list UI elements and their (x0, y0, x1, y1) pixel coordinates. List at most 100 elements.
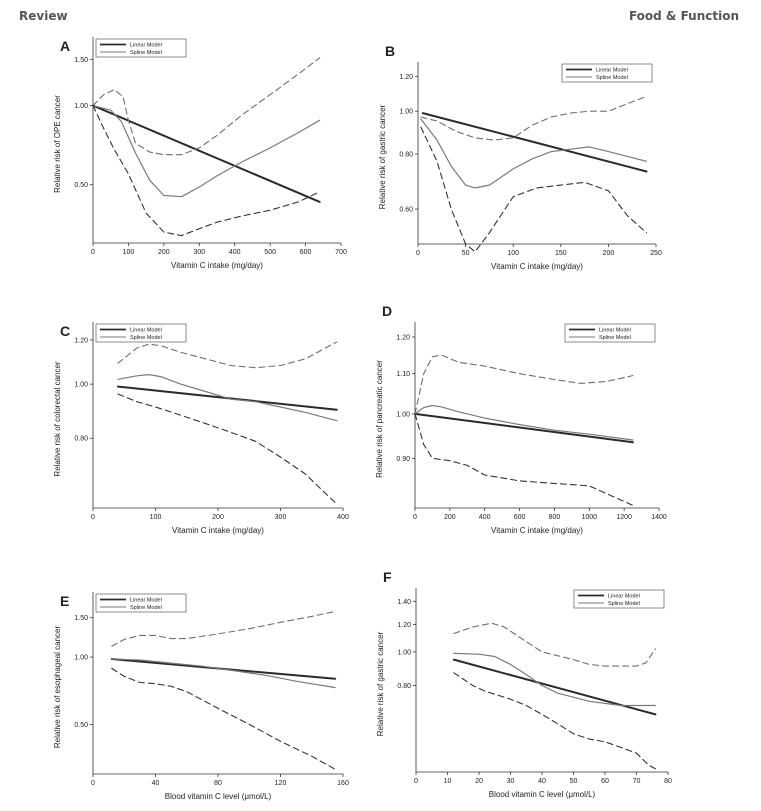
upper-ci-dashed-line (117, 341, 338, 369)
legend-label-spline: Spline Model (130, 50, 162, 56)
x-tick-label: 100 (507, 250, 519, 257)
y-axis-title: Relative risk of esophageal cancer (53, 626, 62, 749)
x-tick-label: 160 (337, 780, 349, 787)
x-tick-label: 20 (475, 778, 483, 785)
x-tick-label: 200 (158, 249, 170, 256)
legend-label-linear: Linear Model (599, 328, 631, 334)
panel-letter: A (60, 38, 70, 54)
x-tick-label: 150 (555, 250, 567, 257)
legend-label-spline: Spline Model (130, 605, 162, 611)
x-tick-label: 400 (229, 249, 241, 256)
panel-letter: D (382, 303, 392, 319)
x-tick-label: 0 (414, 778, 418, 785)
spline-model-line (92, 105, 321, 198)
y-axis-title: Relative risk of gastric cancer (378, 104, 387, 209)
x-axis-title: Vitamin C intake (mg/day) (491, 526, 583, 535)
x-tick-label: 50 (462, 250, 470, 257)
x-tick-label: 500 (264, 249, 276, 256)
spline-model-line (420, 118, 648, 189)
lower-ci-dashed-line (453, 672, 656, 770)
legend-label-linear: Linear Model (130, 43, 162, 49)
y-tick-label: 0.50 (74, 722, 88, 729)
x-tick-label: 600 (514, 514, 526, 521)
upper-ci-dashed-line (453, 622, 656, 667)
x-tick-label: 400 (337, 514, 349, 521)
x-tick-label: 200 (603, 250, 615, 257)
panel-letter: F (383, 569, 392, 585)
y-tick-label: 1.50 (74, 57, 88, 64)
x-tick-label: 0 (91, 514, 95, 521)
x-tick-label: 0 (91, 249, 95, 256)
y-tick-label: 1.00 (74, 103, 88, 110)
x-tick-label: 100 (123, 249, 135, 256)
panel-letter: C (60, 323, 70, 339)
x-tick-label: 80 (664, 778, 672, 785)
lower-ci-dashed-line (414, 413, 634, 506)
spline-model-line (414, 404, 634, 441)
y-axis-title: Relative risk of pancreatic cancer (375, 360, 384, 478)
linear-model-line (92, 104, 321, 203)
x-tick-label: 10 (444, 778, 452, 785)
y-tick-label: 1.00 (399, 109, 413, 116)
linear-model-line (421, 112, 648, 173)
x-tick-label: 200 (212, 514, 224, 521)
legend-label-linear: Linear Model (608, 594, 640, 600)
x-tick-label: 40 (538, 778, 546, 785)
x-tick-label: 60 (601, 778, 609, 785)
x-tick-label: 50 (570, 778, 578, 785)
y-tick-label: 1.00 (74, 382, 88, 389)
y-axis-title: Relative risk of gastric cancer (376, 631, 385, 736)
panel-e: E 0 40 80 120 160 0.50 1.00 1.50 Blood vitamin C … (53, 592, 349, 801)
x-tick-label: 0 (416, 250, 420, 257)
spline-model-line (111, 658, 336, 689)
lower-ci-dashed-line (420, 126, 648, 253)
x-tick-label: 30 (507, 778, 515, 785)
x-tick-label: 250 (650, 250, 662, 257)
x-tick-label: 1000 (581, 514, 597, 521)
panel-b: B 0 50 100 150 200 250 0.60 0.80 1.00 1.20 Vitamin … (378, 43, 662, 271)
y-tick-label: 1.50 (74, 615, 88, 622)
y-tick-label: 0.90 (396, 456, 410, 463)
upper-ci-dashed-line (414, 354, 634, 415)
lower-ci-dashed-line (92, 105, 321, 237)
x-tick-label: 700 (335, 249, 347, 256)
y-axis-title: Relative risk of OPE cancer (53, 95, 62, 193)
x-tick-label: 0 (413, 514, 417, 521)
x-tick-label: 1400 (651, 514, 667, 521)
y-tick-label: 1.10 (396, 371, 410, 378)
linear-model-line (452, 658, 657, 716)
x-tick-label: 1200 (616, 514, 632, 521)
legend-label-spline: Spline Model (599, 335, 631, 341)
y-tick-label: 1.20 (396, 334, 410, 341)
x-axis-title: Vitamin C intake (mg/day) (491, 262, 583, 271)
y-tick-label: 0.50 (74, 182, 88, 189)
y-tick-label: 1.20 (397, 622, 411, 629)
y-tick-label: 1.00 (397, 649, 411, 656)
legend-label-linear: Linear Model (130, 598, 162, 604)
upper-ci-dashed-line (111, 610, 336, 647)
panel-letter: E (60, 593, 69, 609)
x-tick-label: 300 (275, 514, 287, 521)
legend-label-linear: Linear Model (596, 68, 628, 74)
x-tick-label: 0 (91, 780, 95, 787)
y-tick-label: 1.00 (74, 655, 88, 662)
panel-a: A 0 100 200 300 400 500 600 700 0.50 1.00 1.50 Vitam… (53, 37, 347, 270)
x-tick-label: 600 (300, 249, 312, 256)
y-tick-label: 0.80 (397, 683, 411, 690)
x-tick-label: 80 (214, 780, 222, 787)
panel-c: C 0 100 200 300 400 0.80 1.00 1.20 Vitamin C inta… (53, 322, 349, 535)
legend-label-linear: Linear Model (130, 328, 162, 334)
legend-label-spline: Spline Model (608, 601, 640, 607)
spline-model-line (453, 652, 656, 707)
x-axis-title: Blood vitamin C level (μmol/L) (489, 790, 596, 799)
y-tick-label: 0.80 (74, 436, 88, 443)
y-tick-label: 0.80 (399, 151, 413, 158)
x-tick-label: 70 (633, 778, 641, 785)
y-tick-label: 1.00 (396, 411, 410, 418)
